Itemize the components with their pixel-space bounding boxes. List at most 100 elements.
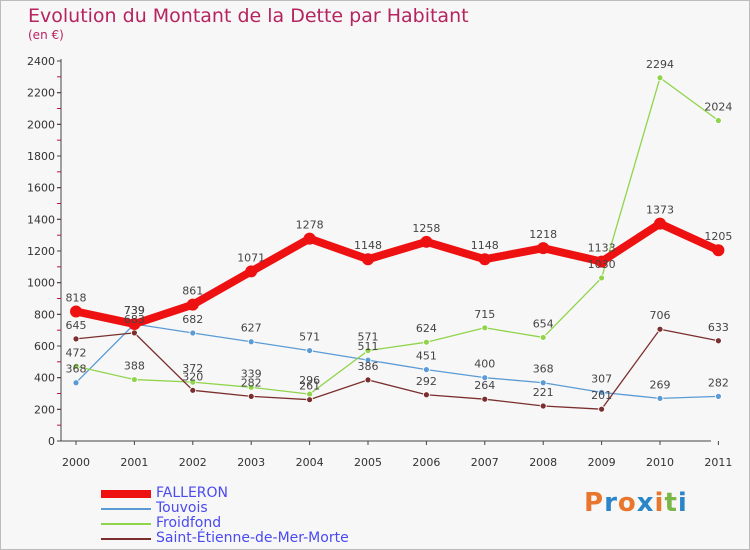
data-point (422, 391, 430, 399)
data-point (481, 374, 489, 382)
legend-swatch (101, 490, 151, 498)
data-label: 282 (708, 376, 729, 389)
x-tick-label: 2008 (529, 456, 557, 469)
y-tick-label: 200 (34, 403, 55, 416)
data-label: 1148 (354, 239, 382, 252)
data-point (537, 242, 550, 255)
x-tick-label: 2003 (237, 456, 265, 469)
data-point (420, 235, 433, 248)
y-tick-label: 400 (34, 372, 55, 385)
data-label: 339 (241, 367, 262, 380)
data-label: 400 (474, 358, 495, 371)
y-tick-label: 600 (34, 340, 55, 353)
data-label: 627 (241, 322, 262, 335)
data-point (189, 378, 197, 386)
y-tick-label: 1600 (27, 182, 55, 195)
data-label: 715 (474, 308, 495, 321)
data-label: 386 (358, 360, 379, 373)
x-tick-label: 2011 (704, 456, 732, 469)
data-label: 1148 (471, 239, 499, 252)
x-tick-label: 2001 (120, 456, 148, 469)
data-label: 269 (650, 378, 671, 391)
data-point (247, 392, 255, 400)
data-point (656, 325, 664, 333)
data-point (539, 334, 547, 341)
legend-item: FALLERON (101, 486, 401, 501)
proxiti-logo: Proxiti (584, 488, 688, 518)
data-label: 1278 (296, 219, 324, 232)
data-label: 292 (416, 375, 437, 388)
data-label: 739 (124, 304, 145, 317)
data-label: 571 (299, 331, 320, 344)
data-point (70, 305, 82, 318)
logo-letter: P (584, 488, 605, 518)
data-label: 2294 (646, 58, 674, 71)
legend-label: Saint-Étienne-de-Mer-Morte (156, 530, 349, 546)
data-label: 307 (591, 372, 612, 385)
x-tick-label: 2009 (588, 456, 616, 469)
legend-label: Touvois (156, 500, 208, 516)
data-point (72, 335, 80, 343)
legend: FALLERON Touvois Froidfond Saint-Étienne-de… (101, 486, 401, 546)
data-label: 571 (358, 331, 379, 344)
data-label: 654 (533, 317, 554, 330)
x-tick-label: 2006 (412, 456, 440, 469)
data-label: 1205 (704, 230, 732, 243)
data-label: 818 (66, 291, 87, 304)
legend-swatch (101, 508, 151, 510)
logo-letter: o (617, 488, 637, 518)
data-label: 201 (591, 389, 612, 402)
data-point (364, 356, 372, 364)
data-point (130, 376, 138, 383)
y-tick-label: 1000 (27, 277, 55, 290)
legend-item: Saint-Étienne-de-Mer-Morte (101, 531, 401, 546)
data-label: 861 (182, 285, 203, 298)
data-point (303, 232, 316, 245)
data-point (186, 298, 199, 311)
data-point (598, 388, 605, 396)
data-label: 511 (358, 340, 379, 353)
data-label: 320 (182, 370, 203, 383)
data-point (715, 337, 722, 345)
data-label: 645 (66, 319, 87, 332)
data-point (481, 395, 489, 403)
data-label: 1258 (412, 222, 440, 235)
logo-letter: i (654, 488, 665, 518)
series-line-falleron (75, 219, 721, 328)
series-line-froidfond (75, 77, 719, 395)
data-label: 682 (182, 313, 203, 326)
data-point (481, 324, 489, 332)
data-label: 368 (533, 363, 554, 376)
data-point (306, 347, 314, 354)
data-label: 1373 (646, 204, 674, 217)
data-point (598, 274, 605, 282)
data-point (656, 395, 664, 402)
y-tick-label: 2000 (27, 118, 55, 131)
data-point (478, 253, 491, 266)
data-point (72, 379, 80, 387)
legend-swatch (101, 523, 151, 525)
data-label: 296 (299, 374, 320, 387)
data-point (306, 396, 314, 404)
data-label: 706 (650, 309, 671, 322)
x-tick-label: 2007 (471, 456, 499, 469)
series-line-touvois (75, 323, 719, 400)
y-tick-label: 1400 (27, 213, 55, 226)
data-point (189, 329, 197, 337)
x-tick-label: 2010 (646, 456, 674, 469)
data-point (595, 255, 608, 268)
data-point (128, 317, 141, 330)
data-label: 264 (474, 379, 495, 392)
data-label: 368 (66, 363, 87, 376)
x-tick-label: 2005 (354, 456, 382, 469)
data-point (130, 329, 138, 337)
data-label: 388 (124, 360, 145, 373)
data-label: 472 (66, 346, 87, 359)
chart-title: Evolution du Montant de la Dette par Hab… (28, 5, 469, 27)
y-tick-label: 1200 (27, 245, 55, 258)
data-point (712, 244, 725, 257)
data-label: 261 (299, 380, 320, 393)
data-point (247, 383, 255, 391)
